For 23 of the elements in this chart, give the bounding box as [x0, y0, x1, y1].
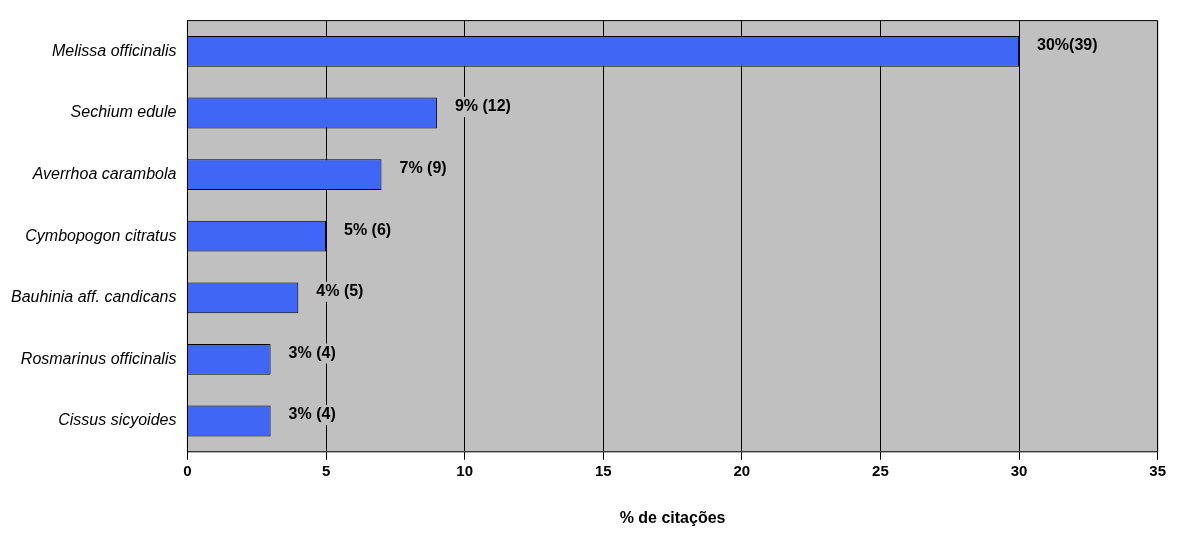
y-tick-label: Sechium edule [70, 103, 177, 121]
y-tick-label: Rosmarinus officinalis [20, 349, 177, 367]
data-label: 3% (4) [288, 405, 336, 423]
y-tick-label: Cymbopogon citratus [25, 226, 177, 244]
y-tick-label: Melissa officinalis [51, 41, 177, 59]
x-tick-label: 15 [594, 461, 612, 479]
x-tick-label: 10 [456, 461, 473, 479]
x-tick-label: 35 [1149, 461, 1166, 479]
data-label: 3% (4) [288, 343, 336, 361]
x-tick-label: 30 [1010, 461, 1028, 479]
x-tick-label: 20 [733, 461, 751, 479]
y-tick-label: Bauhinia aff. candicans [10, 288, 177, 306]
data-label: 5% (6) [344, 220, 392, 238]
data-label: 9% (12) [454, 97, 511, 115]
y-tick-label: Cissus sicyoides [58, 411, 177, 429]
y-tick-label: Averrhoa carambola [31, 165, 177, 183]
x-tick-label: 5 [321, 461, 331, 479]
data-label: 4% (5) [316, 282, 364, 300]
data-label: 30%(39) [1037, 35, 1098, 53]
x-tick-label: 0 [183, 461, 192, 479]
x-tick-label: 25 [872, 461, 889, 479]
x-axis-title: % de citações [619, 508, 726, 526]
data-label: 7% (9) [399, 159, 447, 177]
